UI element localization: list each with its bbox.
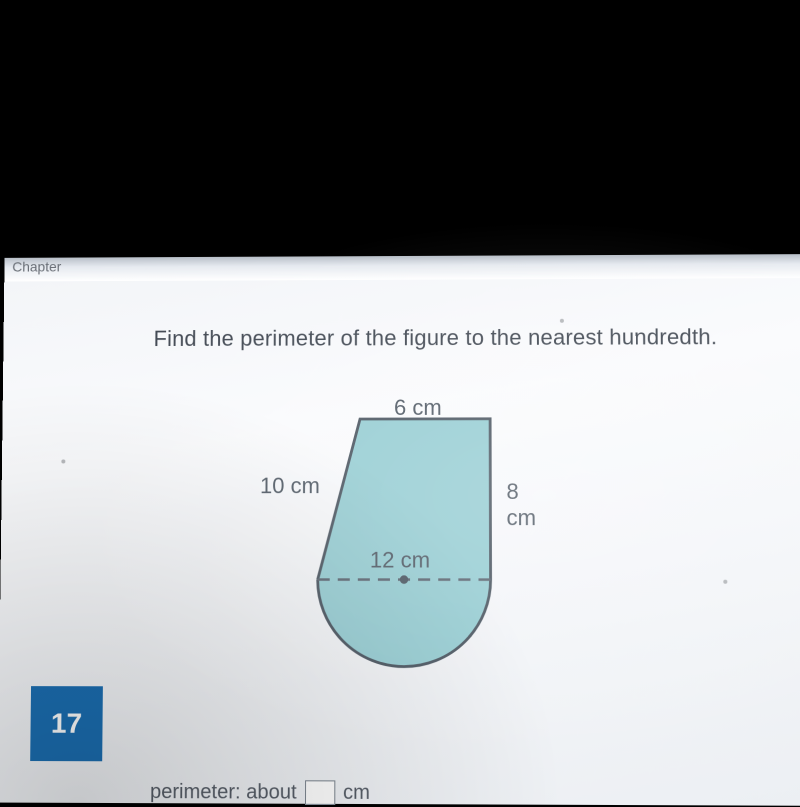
geometry-figure: 6 cm 10 cm 8 cm 12 cm	[229, 389, 552, 712]
black-crop	[4, 3, 800, 273]
label-top: 6 cm	[394, 395, 442, 421]
label-base: 12 cm	[370, 547, 430, 573]
question-number-badge: 17	[30, 686, 103, 761]
question-text: Find the perimeter of the figure to the …	[154, 324, 718, 352]
figure-fill	[317, 419, 490, 667]
browser-tab-strip	[4, 254, 800, 281]
noise-dot	[61, 459, 65, 463]
answer-prefix: perimeter: about	[150, 780, 297, 804]
answer-row: perimeter: about cm	[150, 780, 370, 805]
figure-center-dot	[400, 575, 408, 583]
label-left: 10 cm	[260, 473, 320, 499]
label-right: 8 cm	[506, 479, 551, 531]
tab-fragment: Chapter	[12, 259, 61, 275]
answer-unit: cm	[343, 781, 370, 805]
noise-dot	[723, 580, 727, 584]
photo-frame: Chapter Find the perimeter of the figure…	[0, 3, 800, 806]
worksheet-page: Find the perimeter of the figure to the …	[0, 278, 800, 806]
answer-input[interactable]	[305, 780, 335, 805]
noise-dot	[560, 319, 564, 323]
